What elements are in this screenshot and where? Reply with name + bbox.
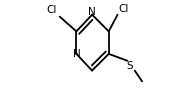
Text: S: S	[126, 61, 133, 71]
Text: Cl: Cl	[118, 4, 129, 14]
Text: N: N	[73, 49, 80, 59]
Text: N: N	[88, 7, 96, 17]
Text: Cl: Cl	[47, 5, 57, 15]
